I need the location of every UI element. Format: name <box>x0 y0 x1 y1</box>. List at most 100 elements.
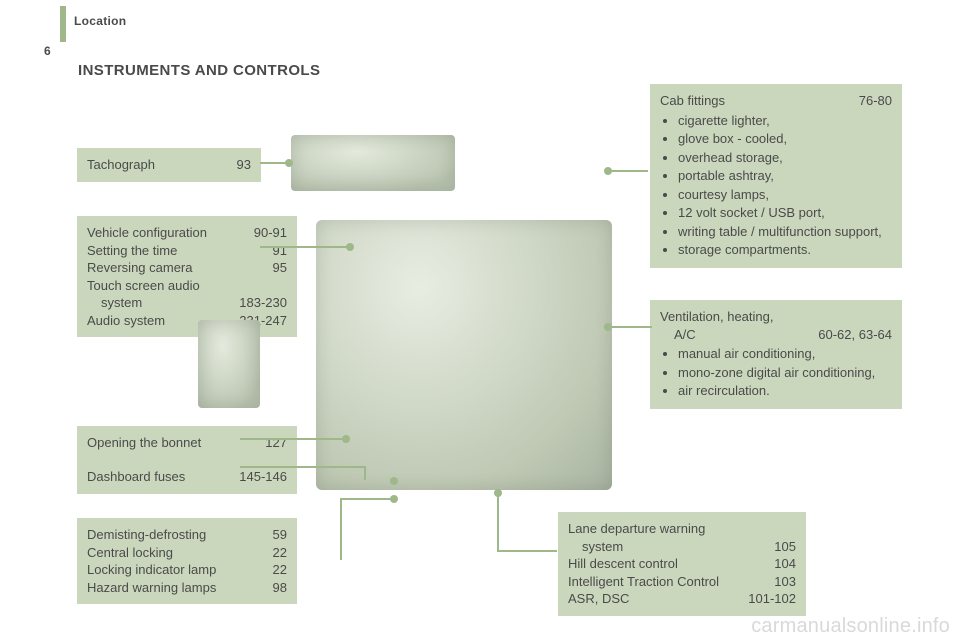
row-page <box>788 520 796 538</box>
row-label: system <box>87 294 231 312</box>
callout-dot <box>494 489 502 497</box>
table-row: Vehicle configuration90-91 <box>87 224 287 242</box>
callout-dot <box>604 167 612 175</box>
list-item: air recirculation. <box>678 382 892 400</box>
cab-items-list: cigarette lighter,glove box - cooled,ove… <box>660 112 892 259</box>
row-page: 103 <box>766 573 796 591</box>
row-page: 183-230 <box>231 294 287 312</box>
cab-title: Cab fittings <box>660 92 851 110</box>
config-rows: Vehicle configuration90-91Setting the ti… <box>87 224 287 329</box>
row-bonnet: Opening the bonnet 127 <box>87 434 287 452</box>
page-number: 6 <box>44 44 51 58</box>
callout-line <box>340 498 394 500</box>
row-label: Intelligent Traction Control <box>568 573 766 591</box>
table-row: Intelligent Traction Control103 <box>568 573 796 591</box>
row-page: 22 <box>265 544 287 562</box>
row-label: Locking indicator lamp <box>87 561 265 579</box>
row-vent-title2: A/C 60-62, 63-64 <box>660 326 892 344</box>
fuses-label: Dashboard fuses <box>87 468 231 486</box>
row-label: Setting the time <box>87 242 265 260</box>
row-label: Touch screen audio <box>87 277 279 295</box>
tachograph-page: 93 <box>229 156 251 174</box>
tachograph-label: Tachograph <box>87 156 229 174</box>
row-fuses: Dashboard fuses 145-146 <box>87 468 287 486</box>
row-tachograph: Tachograph 93 <box>87 156 251 174</box>
list-item: writing table / multifunction support, <box>678 223 892 241</box>
table-row: Locking indicator lamp22 <box>87 561 287 579</box>
box-bonnet: Opening the bonnet 127 <box>77 426 297 460</box>
list-item: portable ashtray, <box>678 167 892 185</box>
row-page <box>279 277 287 295</box>
page-title: INSTRUMENTS AND CONTROLS <box>78 62 320 79</box>
callout-line <box>364 466 366 480</box>
row-page: 91 <box>265 242 287 260</box>
callout-dot <box>346 243 354 251</box>
list-item: mono-zone digital air conditioning, <box>678 364 892 382</box>
header-accent-bar <box>60 6 66 42</box>
box-tachograph: Tachograph 93 <box>77 148 261 182</box>
list-item: overhead storage, <box>678 149 892 167</box>
callout-line <box>497 492 499 552</box>
row-label: Hazard warning lamps <box>87 579 265 597</box>
list-item: storage compartments. <box>678 241 892 259</box>
table-row: Hill descent control104 <box>568 555 796 573</box>
table-row: Hazard warning lamps98 <box>87 579 287 597</box>
callout-dot <box>390 495 398 503</box>
row-label: system <box>568 538 766 556</box>
table-row: Demisting-defrosting59 <box>87 526 287 544</box>
callout-line <box>240 438 346 440</box>
box-ventilation: Ventilation, heating, A/C 60-62, 63-64 m… <box>650 300 902 409</box>
row-page: 95 <box>265 259 287 277</box>
bonnet-label: Opening the bonnet <box>87 434 257 452</box>
row-label: Reversing camera <box>87 259 265 277</box>
table-row: Setting the time91 <box>87 242 287 260</box>
list-item: cigarette lighter, <box>678 112 892 130</box>
row-label: Lane departure warning <box>568 520 788 538</box>
box-vehicle-config: Vehicle configuration90-91Setting the ti… <box>77 216 297 337</box>
callout-line <box>240 466 366 468</box>
row-label: Vehicle configuration <box>87 224 246 242</box>
callout-dot <box>342 435 350 443</box>
table-row: system183-230 <box>87 294 287 312</box>
row-label: ASR, DSC <box>568 590 740 608</box>
row-page: 59 <box>265 526 287 544</box>
callout-dot <box>285 159 293 167</box>
callout-line <box>610 170 648 172</box>
row-label: Hill descent control <box>568 555 766 573</box>
figure-tacho_img <box>291 135 455 191</box>
figure-dash_img <box>316 220 612 490</box>
callout-line <box>340 498 342 560</box>
row-label: Central locking <box>87 544 265 562</box>
list-item: courtesy lamps, <box>678 186 892 204</box>
row-page: 104 <box>766 555 796 573</box>
demist-rows: Demisting-defrosting59Central locking22L… <box>87 526 287 596</box>
vent-items-list: manual air conditioning,mono-zone digita… <box>660 345 892 400</box>
row-page: 90-91 <box>246 224 287 242</box>
callout-dot <box>604 323 612 331</box>
figure-lever_img <box>198 320 260 408</box>
row-page: 98 <box>265 579 287 597</box>
table-row: system105 <box>568 538 796 556</box>
callout-line <box>260 246 350 248</box>
lane-rows: Lane departure warningsystem105Hill desc… <box>568 520 796 608</box>
callout-line <box>497 550 557 552</box>
cab-title-page: 76-80 <box>851 92 892 110</box>
vent-ac-label: A/C <box>660 326 810 344</box>
watermark: carmanualsonline.info <box>751 615 950 638</box>
fuses-page: 145-146 <box>231 468 287 486</box>
callout-line <box>608 326 652 328</box>
list-item: 12 volt socket / USB port, <box>678 204 892 222</box>
list-item: glove box - cooled, <box>678 130 892 148</box>
section-location: Location <box>74 14 126 28</box>
vent-title-line1: Ventilation, heating, <box>660 308 892 326</box>
page-root: Location 6 INSTRUMENTS AND CONTROLS Tach… <box>0 0 960 640</box>
table-row: Touch screen audio <box>87 277 287 295</box>
table-row: Lane departure warning <box>568 520 796 538</box>
vent-ac-page: 60-62, 63-64 <box>810 326 892 344</box>
box-demist: Demisting-defrosting59Central locking22L… <box>77 518 297 604</box>
table-row: ASR, DSC101-102 <box>568 590 796 608</box>
box-lane: Lane departure warningsystem105Hill desc… <box>558 512 806 616</box>
callout-dot <box>390 477 398 485</box>
bonnet-page: 127 <box>257 434 287 452</box>
row-page: 101-102 <box>740 590 796 608</box>
